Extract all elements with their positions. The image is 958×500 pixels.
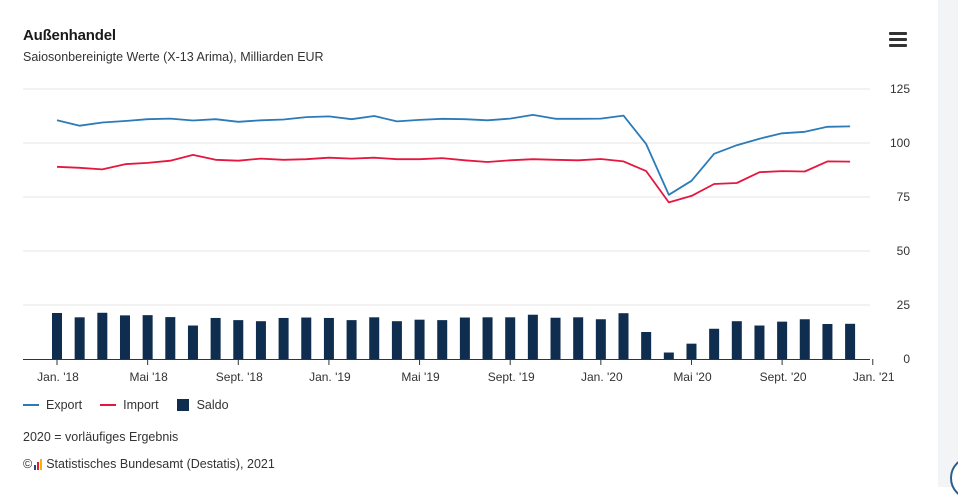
legend-saldo-label: Saldo [196, 398, 229, 412]
saldo-bar [731, 321, 742, 359]
x-tick-label: Jan. '21 [853, 370, 895, 384]
saldo-bar [301, 317, 312, 359]
saldo-bar [278, 317, 289, 359]
saldo-bar [119, 315, 130, 359]
saldo-bar [641, 332, 652, 359]
saldo-bar [210, 317, 221, 359]
y-tick-label: 75 [897, 190, 911, 204]
saldo-bar [550, 317, 561, 359]
export-series-line [56, 114, 851, 196]
y-tick-label: 125 [890, 82, 910, 96]
x-tick-label: Mai '20 [673, 370, 712, 384]
right-gutter [938, 0, 958, 487]
hamburger-menu-icon[interactable] [889, 32, 907, 48]
saldo-bar [414, 319, 425, 359]
saldo-bar [437, 320, 448, 359]
x-tick-label: Mai '19 [401, 370, 440, 384]
saldo-bar [709, 328, 720, 359]
import-series-line [56, 154, 851, 204]
y-tick-label: 100 [890, 136, 910, 150]
legend-import-swatch [100, 404, 117, 406]
saldo-bar [165, 317, 176, 359]
legend-import-label: Import [123, 398, 159, 412]
credits[interactable]: © Statistisches Bundesamt (Destatis), 20… [23, 457, 275, 471]
legend-export-label: Export [46, 398, 83, 412]
chart-title: Außenhandel [23, 27, 116, 44]
saldo-bar [845, 323, 856, 359]
y-tick-label: 0 [903, 352, 910, 366]
saldo-bar [74, 317, 85, 359]
saldo-bar [52, 312, 62, 359]
legend-export-swatch [23, 404, 39, 406]
x-tick-label: Sept. '19 [488, 370, 535, 384]
saldo-bar [391, 321, 402, 359]
legend-item-export[interactable]: Export [23, 398, 82, 412]
saldo-bar [323, 317, 334, 359]
legend-item-import[interactable]: Import [100, 398, 159, 412]
y-tick-label: 25 [897, 298, 911, 312]
legend-saldo-swatch [176, 399, 189, 411]
saldo-bar [505, 317, 516, 359]
saldo-bar [346, 320, 357, 359]
saldo-bar [573, 317, 584, 359]
saldo-bar [482, 317, 493, 359]
x-tick-label: Jan. '19 [309, 370, 351, 384]
chart-subtitle: Saiosonbereinigte Werte (X-13 Arima), Mi… [23, 50, 324, 64]
y-tick-label: 50 [897, 244, 911, 258]
x-tick-label: Sept. '18 [216, 370, 263, 384]
saldo-bar [527, 314, 538, 359]
saldo-bar [686, 343, 697, 359]
saldo-bar [369, 317, 380, 359]
legend: Export Import Saldo [23, 398, 247, 412]
chart-area: 0 25 50 75 100 125 Jan. '18 Mai '18 Sept. '18 Jan… [23, 82, 911, 384]
saldo-bar [799, 319, 810, 359]
saldo-bar [97, 312, 108, 359]
saldo-bar [233, 320, 244, 359]
saldo-bar [777, 321, 788, 359]
x-tick-label: Mai '18 [129, 370, 168, 384]
legend-item-saldo[interactable]: Saldo [176, 398, 229, 412]
saldo-bar [142, 315, 153, 359]
x-tick-label: Jan. '20 [581, 370, 623, 384]
saldo-bar [822, 324, 833, 359]
copyright-symbol: © [23, 457, 33, 471]
saldo-bar [459, 317, 470, 359]
destatis-logo-icon [34, 458, 43, 470]
credits-text: Statistisches Bundesamt (Destatis), 2021 [46, 457, 275, 471]
saldo-bar [595, 319, 606, 359]
saldo-bar [187, 325, 198, 359]
x-tick-label: Jan. '18 [37, 370, 79, 384]
saldo-bar [754, 325, 765, 359]
saldo-bar [255, 321, 266, 359]
saldo-bar [663, 352, 674, 359]
footnote: 2020 = vorläufiges Ergebnis [23, 430, 179, 444]
x-tick-label: Sept. '20 [760, 370, 807, 384]
saldo-bar [618, 313, 629, 359]
